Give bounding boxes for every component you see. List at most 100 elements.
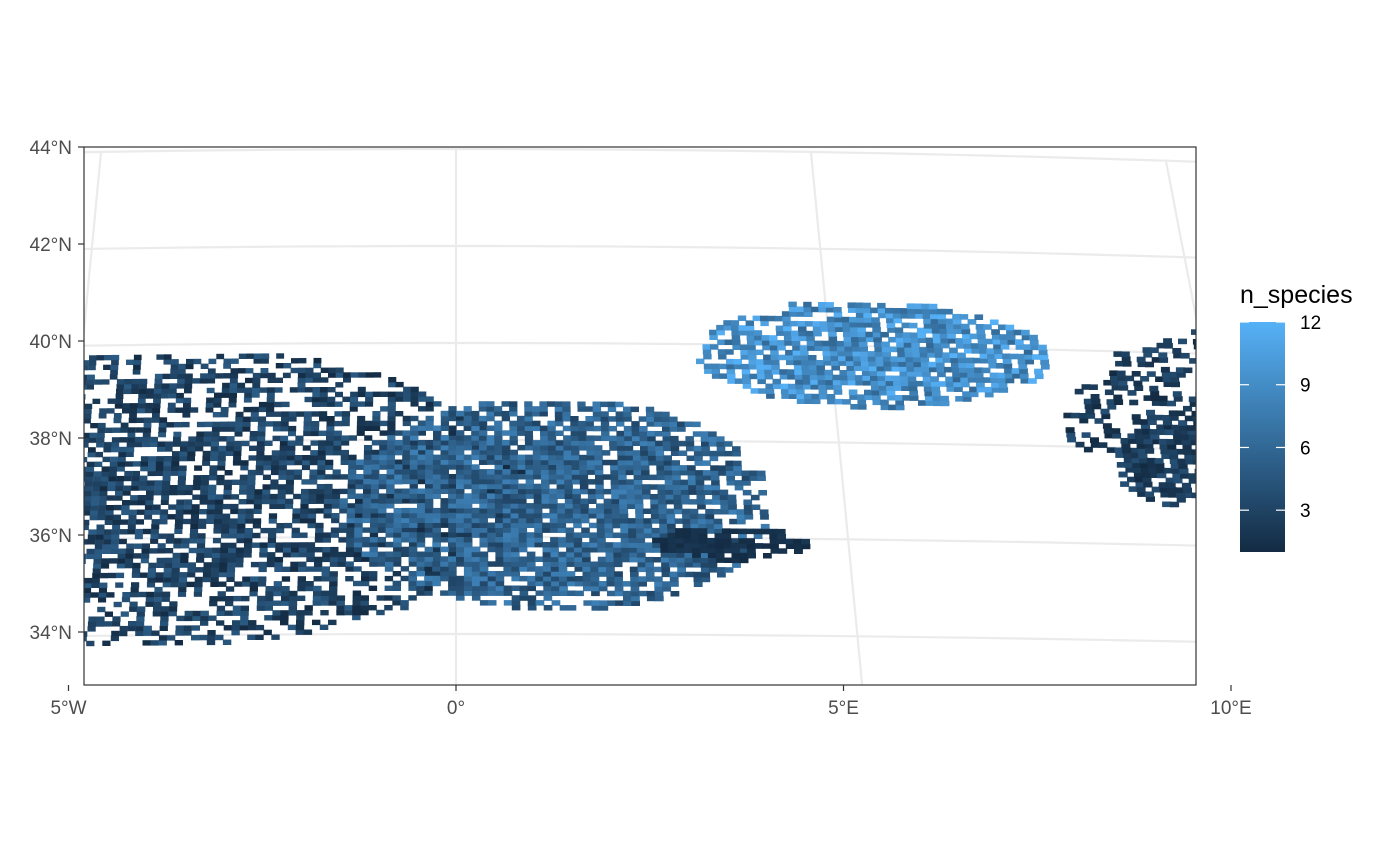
raster-cell [479,551,489,558]
raster-cell [119,625,128,632]
raster-cell [13,506,21,511]
raster-cell [30,414,38,419]
raster-cell [273,581,282,587]
raster-cell [564,493,574,499]
raster-cell [987,358,997,364]
raster-cell [417,493,426,499]
raster-cell [1113,351,1123,357]
raster-cell [331,513,340,519]
raster-cell [341,416,350,422]
raster-cell [700,557,710,563]
raster-cell [534,522,543,528]
raster-cell [433,444,442,451]
raster-cell [726,363,735,370]
raster-cell [934,352,944,358]
raster-cell [494,454,503,461]
raster-cell [270,484,279,490]
raster-cell [502,512,512,519]
raster-cell [533,469,542,475]
raster-cell [1167,400,1176,407]
raster-cell [175,509,184,515]
raster-cell [110,369,118,375]
raster-cell [658,508,668,515]
raster-cell [1111,428,1121,434]
raster-cell [369,542,378,548]
raster-cell [740,354,750,360]
raster-cell [403,396,412,402]
raster-cell [353,556,362,562]
raster-cell [408,537,418,543]
raster-cell [183,402,191,408]
raster-cell [379,449,388,456]
raster-cell [679,465,688,471]
raster-cell [205,402,214,408]
raster-cell [58,515,66,520]
raster-cell [309,479,318,485]
raster-cell [432,478,442,485]
raster-cell [676,562,686,568]
raster-cell [75,593,83,598]
raster-cell [128,417,137,424]
raster-cell [84,432,90,439]
raster-cell [972,357,982,364]
raster-cell [673,494,682,500]
raster-cell [338,537,347,543]
raster-cell [272,610,281,616]
raster-cell [373,372,382,378]
raster-cell [1162,415,1172,421]
raster-cell [285,479,294,485]
raster-cell [440,444,449,451]
raster-cell [1034,373,1044,380]
raster-cell [284,522,293,529]
raster-cell [914,303,923,310]
raster-cell [132,369,141,375]
raster-cell [1030,344,1040,351]
raster-cell [448,406,457,412]
raster-cell [689,513,699,520]
raster-cell [221,528,230,534]
raster-cell [241,595,250,602]
raster-cell [550,561,560,567]
raster-cell [425,444,434,451]
raster-cell [95,451,103,458]
raster-cell [456,430,465,436]
raster-cell [409,532,418,538]
raster-cell [311,421,320,427]
raster-cell [65,607,73,612]
raster-cell [579,474,589,480]
raster-cell [749,475,759,481]
raster-cell [1147,419,1157,425]
raster-cell [416,556,425,562]
raster-cell [748,354,757,360]
raster-cell [163,577,172,583]
raster-cell [463,580,473,587]
raster-cell [1211,474,1220,480]
raster-cell [199,494,208,500]
raster-cell [394,464,403,470]
raster-cell [117,553,126,559]
raster-cell [579,469,588,475]
raster-cell [88,616,97,622]
raster-cell [754,543,764,549]
raster-cell [323,503,332,509]
raster-cell [724,567,734,573]
raster-cell [35,520,43,525]
raster-cell [963,343,973,349]
raster-cell [587,488,597,495]
raster-cell [193,479,202,486]
raster-cell [571,464,581,470]
raster-cell [354,512,363,519]
raster-cell [67,510,75,515]
raster-cell [614,590,624,597]
raster-cell [510,503,519,509]
raster-cell [801,543,811,550]
raster-cell [727,499,737,505]
raster-cell [952,318,962,325]
raster-cell [456,503,465,509]
raster-cell [21,579,29,584]
raster-cell [448,527,457,533]
raster-cell [782,320,792,327]
raster-cell [134,533,143,540]
raster-cell [292,518,301,524]
raster-cell [792,345,801,351]
